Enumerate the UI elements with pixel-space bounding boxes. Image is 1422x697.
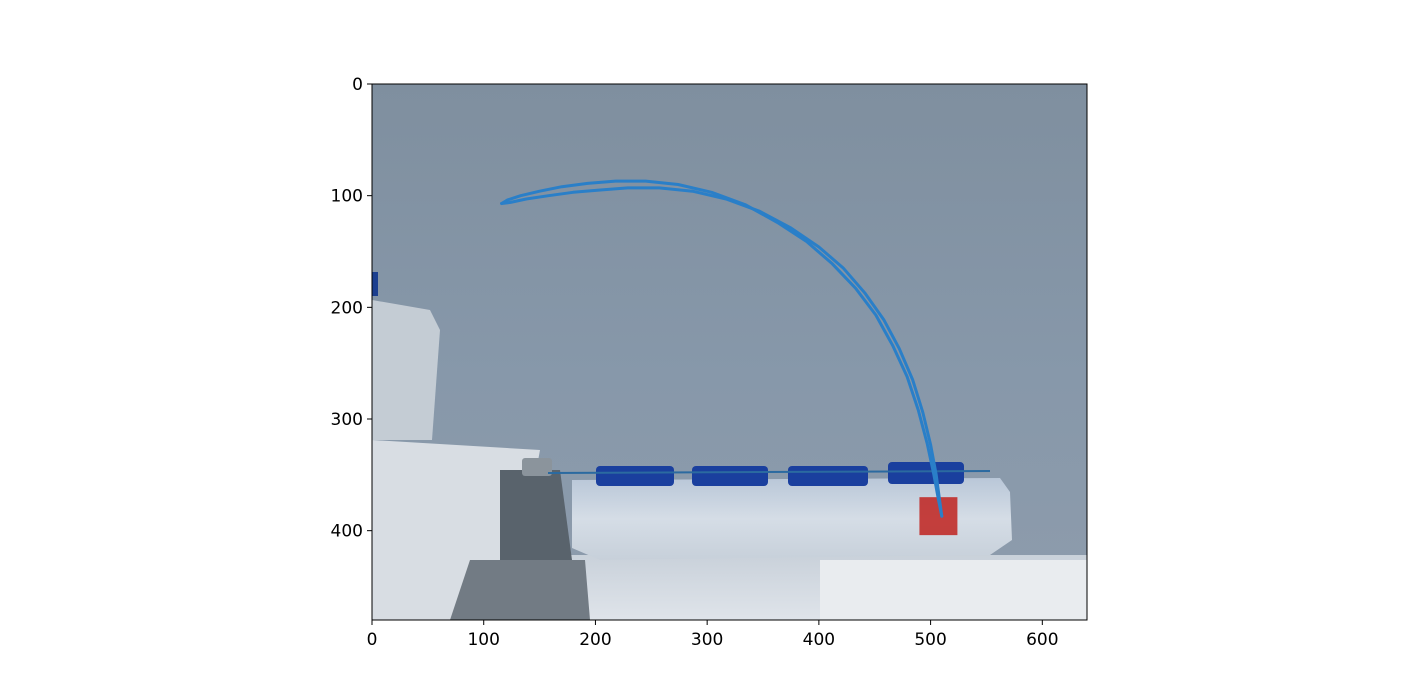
trajectory-lines xyxy=(500,179,944,518)
x-tick-label: 400 xyxy=(803,630,835,650)
x-tick-label: 100 xyxy=(467,630,499,650)
y-tick-label: 0 xyxy=(352,75,363,95)
y-tick-label: 300 xyxy=(331,410,363,430)
y-tick-label: 200 xyxy=(331,298,363,318)
x-tick-label: 0 xyxy=(367,630,378,650)
x-tick-label: 500 xyxy=(914,630,946,650)
background-photo xyxy=(372,84,1087,620)
trajectory-line-1 xyxy=(500,186,944,518)
plot-frame xyxy=(371,83,1088,621)
y-axis: 0 100 200 300 400 xyxy=(331,75,372,542)
x-tick-label: 600 xyxy=(1026,630,1058,650)
trajectory-line-2 xyxy=(500,179,944,518)
x-tick-label: 300 xyxy=(691,630,723,650)
y-tick-label: 400 xyxy=(331,522,363,542)
y-tick-label: 100 xyxy=(331,187,363,207)
x-axis: 0 100 200 300 400 500 600 xyxy=(367,620,1059,650)
x-tick-label: 200 xyxy=(579,630,611,650)
